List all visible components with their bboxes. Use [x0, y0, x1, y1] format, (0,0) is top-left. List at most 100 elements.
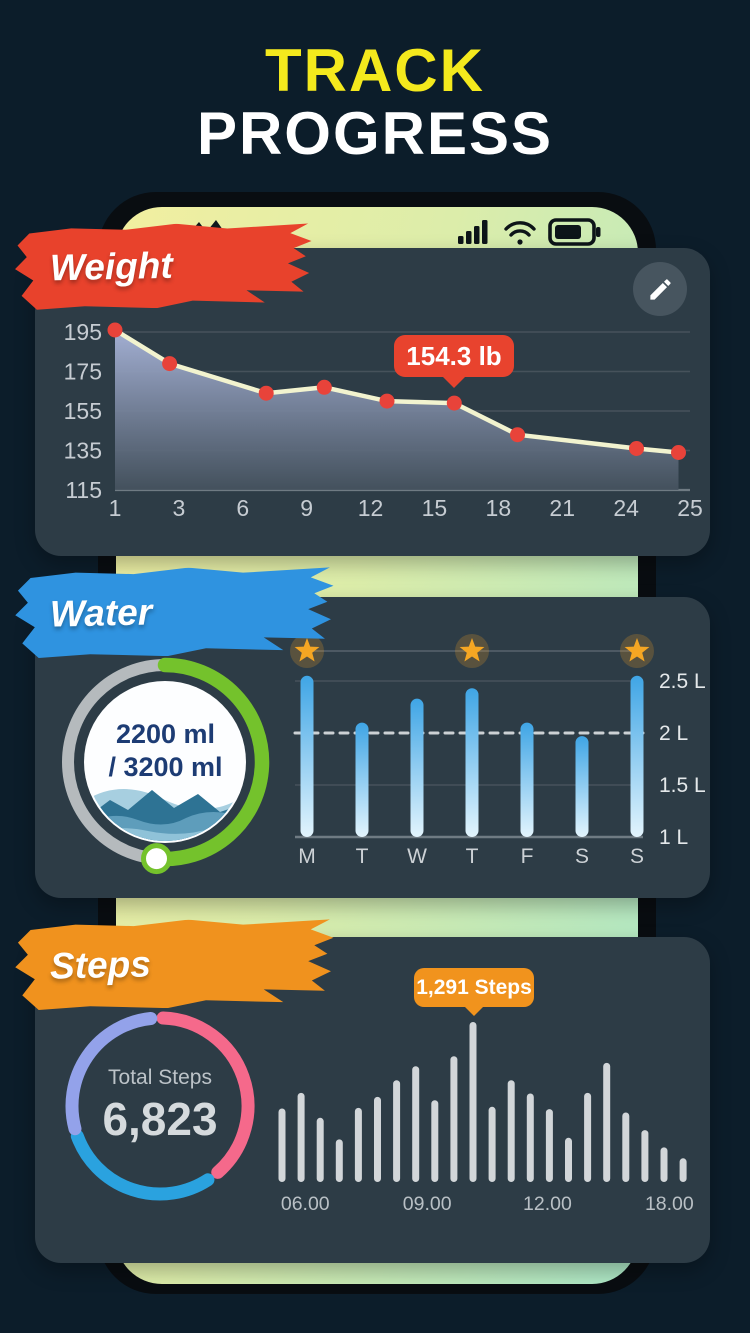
goal-star-icon — [624, 638, 650, 662]
water-day-label: S — [630, 845, 644, 868]
weight-point — [162, 356, 178, 372]
battery-icon — [548, 218, 601, 246]
steps-bar — [565, 1137, 572, 1182]
water-progress-ring — [62, 657, 270, 875]
weight-tooltip-label: 154.3 lb — [406, 340, 502, 371]
weight-x-label: 21 — [549, 495, 575, 521]
water-bar — [410, 698, 424, 837]
water-day-label: M — [298, 845, 316, 868]
steps-bar-chart: 06.00 09.00 12.00 18.00 — [278, 1022, 694, 1215]
status-bar — [458, 218, 601, 246]
steps-bar — [545, 1109, 553, 1182]
weight-point — [316, 379, 332, 395]
steps-tooltip: 1,291 Steps — [414, 968, 534, 1007]
weight-x-label: 3 — [172, 495, 185, 521]
pencil-icon — [649, 278, 671, 300]
water-bar — [355, 722, 369, 837]
weight-chart: 195 175 155 135 115 1 3 6 9 12 15 18 21 24 25 — [64, 319, 703, 521]
goal-star-icon — [294, 638, 320, 662]
weight-y-label: 115 — [65, 477, 102, 503]
steps-bar — [431, 1100, 439, 1182]
weight-x-label: 1 — [109, 495, 122, 521]
weight-y-label: 155 — [64, 398, 102, 424]
weight-point — [379, 393, 395, 409]
steps-bar — [507, 1080, 515, 1182]
steps-bar — [584, 1092, 592, 1182]
water-day-label: W — [407, 845, 427, 868]
steps-bar — [603, 1062, 611, 1182]
steps-tooltip-label: 1,291 Steps — [416, 975, 532, 999]
water-ring-knob[interactable] — [141, 843, 172, 875]
steps-bar — [393, 1080, 401, 1182]
goal-star-icon — [459, 638, 485, 662]
steps-bar — [297, 1092, 305, 1182]
steps-bar — [660, 1147, 668, 1182]
steps-total-value: 6,823 — [102, 1093, 218, 1145]
water-goal-value: / 3200 ml — [108, 752, 223, 782]
weight-y-label: 135 — [64, 438, 102, 464]
weight-y-label: 175 — [64, 359, 102, 385]
water-center-text: 2200 ml / 3200 ml — [88, 718, 243, 784]
steps-bar — [488, 1106, 496, 1182]
steps-ring-segment — [65, 1011, 158, 1136]
water-bar — [520, 722, 534, 837]
weight-x-label: 9 — [300, 495, 313, 521]
water-y-label: 1.5 L — [659, 774, 705, 797]
weight-x-label: 24 — [613, 495, 639, 521]
water-y-label: 2.5 L — [659, 670, 705, 693]
steps-bar — [641, 1130, 649, 1182]
weight-point — [629, 441, 644, 456]
steps-bar — [622, 1112, 630, 1182]
weight-tooltip: 154.3 lb — [394, 335, 514, 377]
steps-bar — [526, 1093, 534, 1182]
weight-point — [671, 445, 686, 460]
weight-y-label: 195 — [64, 319, 102, 345]
water-day-label: T — [356, 845, 369, 868]
steps-bar — [316, 1117, 324, 1182]
water-y-label: 2 L — [659, 722, 688, 745]
water-label: Water — [49, 591, 153, 635]
weight-point — [510, 427, 525, 443]
weight-x-label: 25 — [677, 495, 703, 521]
weight-point — [446, 395, 462, 411]
water-bar — [300, 675, 314, 837]
water-bar-chart: 2.5 L 2 L 1.5 L 1 L M T W T F S S — [290, 634, 705, 868]
steps-x-label: 06.00 — [281, 1193, 330, 1215]
wifi-icon — [504, 221, 536, 245]
edit-button[interactable] — [633, 262, 687, 316]
steps-label: Steps — [49, 943, 152, 987]
steps-bar — [374, 1096, 381, 1182]
steps-total-label: Total Steps — [108, 1066, 212, 1089]
weight-label: Weight — [49, 244, 174, 289]
weight-x-label: 18 — [486, 495, 512, 521]
weight-point — [107, 322, 123, 338]
steps-bar — [354, 1107, 362, 1182]
steps-x-label: 18.00 — [645, 1193, 694, 1215]
signal-icon — [458, 220, 488, 244]
steps-ring-segment — [156, 1011, 255, 1179]
steps-bar — [450, 1056, 458, 1182]
water-day-label: S — [575, 845, 589, 868]
headline-line2: PROGRESS — [196, 100, 554, 167]
water-bar — [575, 736, 589, 837]
weight-x-label: 15 — [422, 495, 448, 521]
steps-ring-segment — [70, 1129, 215, 1201]
weight-point — [258, 385, 274, 401]
water-ring-progress — [149, 657, 270, 867]
weight-x-label: 6 — [236, 495, 249, 521]
water-current-value: 2200 ml — [115, 719, 216, 749]
steps-x-label: 09.00 — [403, 1193, 452, 1215]
steps-progress-ring — [65, 1011, 255, 1201]
steps-bar — [469, 1022, 477, 1182]
headline-line1: TRACK — [265, 37, 485, 104]
steps-bar — [335, 1139, 343, 1182]
steps-bar — [412, 1066, 420, 1182]
water-y-label: 1 L — [659, 826, 688, 849]
water-bar — [465, 688, 479, 837]
steps-x-label: 12.00 — [523, 1193, 572, 1215]
weight-area-fill — [115, 330, 679, 490]
water-bar — [630, 675, 644, 837]
weight-x-label: 12 — [358, 495, 384, 521]
water-day-label: T — [466, 845, 479, 868]
